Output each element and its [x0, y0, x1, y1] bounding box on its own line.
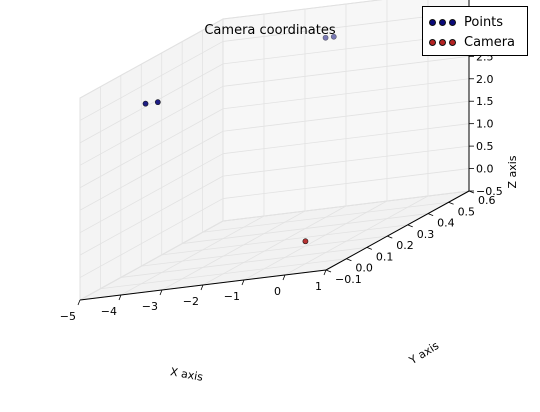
x-tick-label: −5	[60, 310, 76, 323]
x-grid-floor	[243, 200, 388, 281]
x-tick-label: 0	[274, 285, 281, 298]
y-tick-mark	[427, 213, 434, 216]
y-tick-mark	[346, 258, 352, 262]
z-tick-label: 0.0	[476, 163, 494, 176]
x-grid-floor	[120, 215, 265, 296]
z-grid-side	[79, 63, 224, 144]
x-tick-mark	[241, 279, 245, 286]
x-tick-mark	[77, 299, 81, 306]
y-grid-floor	[141, 235, 388, 267]
y-tick-mark	[325, 269, 332, 273]
x-tick-label: −2	[183, 295, 199, 308]
x-tick-mark	[282, 274, 286, 281]
legend-label-camera: Camera	[464, 34, 516, 50]
z-grid-back	[222, 100, 470, 132]
z-grid-side	[79, 18, 224, 99]
z-grid-back	[222, 78, 470, 110]
y-tick-mark	[366, 247, 373, 250]
y-tick-mark	[387, 235, 393, 239]
z-grid-side	[79, 108, 224, 189]
y-tick-label: 0.0	[355, 262, 373, 275]
z-tick-label: −0.5	[476, 185, 503, 198]
legend-marker-points	[429, 18, 456, 26]
z-tick-label: 1.5	[476, 95, 494, 108]
y-tick-mark	[448, 201, 454, 205]
x-tick-label: −1	[224, 290, 240, 303]
z-grid-back	[222, 0, 383, 20]
legend-item-camera: Camera	[429, 32, 515, 52]
x-grid-floor	[202, 205, 347, 286]
z-grid-back	[222, 168, 470, 199]
y-tick-label: 0.2	[396, 239, 414, 252]
y-grid-floor	[202, 201, 449, 233]
y-axis-line	[325, 190, 470, 271]
z-grid-side	[79, 85, 224, 166]
z-grid-side	[79, 198, 224, 278]
x-tick-label: 1	[315, 280, 322, 293]
y-tick-mark	[407, 224, 413, 228]
y-tick-label: 0.1	[376, 250, 394, 263]
y-grid-floor	[100, 258, 347, 290]
legend-marker-camera	[429, 38, 456, 46]
legend-label-points: Points	[464, 14, 504, 30]
z-grid-side	[79, 175, 224, 256]
y-tick-label: 0.3	[417, 228, 435, 241]
x-tick-mark	[200, 284, 204, 291]
y-tick-label: −0.1	[335, 273, 362, 286]
z-grid-back	[222, 123, 470, 155]
z-tick-label: 1.0	[476, 118, 494, 131]
y-grid-floor	[182, 213, 429, 244]
x-tick-mark	[118, 294, 122, 301]
camera-marker	[302, 238, 309, 245]
y-grid-floor	[120, 247, 367, 278]
z-tick-label: 2.0	[476, 73, 494, 86]
x-tick-label: −3	[142, 300, 158, 313]
z-grid-back	[222, 145, 470, 177]
x-axis-label: X axis	[169, 365, 204, 384]
y-tick-label: 0.6	[478, 194, 496, 207]
z-axis-label: Z axis	[506, 155, 519, 188]
x-tick-label: −4	[101, 305, 117, 318]
legend: Points Camera	[422, 6, 528, 56]
point-marker	[330, 33, 337, 40]
chart-title: Camera coordinates	[204, 23, 335, 38]
point-marker	[142, 100, 149, 107]
point-marker	[322, 34, 329, 41]
y-axis-label: Y axis	[406, 339, 441, 368]
z-tick-label: 0.5	[476, 140, 494, 153]
z-grid-side	[79, 41, 224, 121]
z-grid-side	[79, 130, 224, 211]
z-grid-back	[222, 55, 470, 87]
z-grid-back	[222, 190, 470, 222]
x-grid-floor	[161, 210, 306, 291]
x-grid-floor	[284, 195, 429, 276]
y-tick-label: 0.5	[458, 205, 476, 218]
point-marker	[154, 99, 161, 106]
legend-item-points: Points	[429, 12, 503, 32]
x-tick-mark	[323, 269, 327, 276]
z-grid-side	[79, 153, 224, 234]
x-tick-mark	[159, 289, 163, 296]
z-grid-side	[79, 220, 224, 301]
y-grid-floor	[161, 224, 408, 256]
y-tick-label: 0.4	[437, 217, 455, 230]
